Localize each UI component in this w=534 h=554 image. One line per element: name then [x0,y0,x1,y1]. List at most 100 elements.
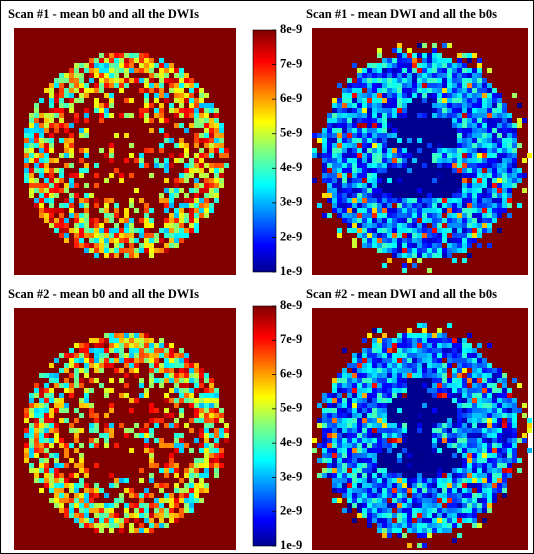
pixel [417,353,422,358]
pixel [119,243,124,248]
pixel [179,353,184,358]
pixel [362,133,367,138]
pixel [382,93,387,98]
pixel [124,128,129,133]
pixel [194,213,199,218]
pixel [64,373,69,378]
pixel [427,73,432,78]
pixel [457,163,462,168]
pixel [129,158,134,163]
pixel [109,428,114,433]
pixel [134,233,139,238]
pixel [99,453,104,458]
pixel [417,398,422,403]
pixel [412,373,417,378]
pixel [64,193,69,198]
pixel [64,188,69,193]
pixel [104,168,109,173]
pixel [372,138,377,143]
pixel [402,128,407,133]
pixel [154,243,159,248]
pixel [219,413,224,418]
pixel [422,183,427,188]
pixel [59,403,64,408]
pixel [44,418,49,423]
pixel [432,53,437,58]
pixel [139,338,144,343]
pixel [467,408,472,413]
pixel [109,248,114,253]
pixel [327,138,332,143]
pixel [159,98,164,103]
pixel [372,338,377,343]
pixel [387,198,392,203]
pixel [44,123,49,128]
pixel [119,448,124,453]
pixel [134,448,139,453]
pixel [452,343,457,348]
pixel [124,108,129,113]
pixel [352,408,357,413]
pixel [502,123,507,128]
pixel [507,143,512,148]
pixel [119,63,124,68]
pixel [89,353,94,358]
pixel [169,373,174,378]
pixel [512,168,517,173]
pixel [39,458,44,463]
pixel [352,153,357,158]
pixel [497,418,502,423]
pixel [174,513,179,518]
pixel [412,228,417,233]
pixel [69,228,74,233]
pixel [134,168,139,173]
pixel [467,133,472,138]
pixel [159,498,164,503]
pixel [144,223,149,228]
pixel [79,188,84,193]
pixel [342,148,347,153]
pixel [219,418,224,423]
pixel [69,498,74,503]
pixel [457,188,462,193]
pixel [49,363,54,368]
pixel [372,228,377,233]
pixel [34,153,39,158]
pixel [174,383,179,388]
pixel [372,233,377,238]
pixel [64,78,69,83]
pixel [149,358,154,363]
pixel [64,218,69,223]
pixel [84,163,89,168]
pixel [362,358,367,363]
pixel [129,208,134,213]
pixel [332,203,337,208]
pixel [189,118,194,123]
pixel [189,473,194,478]
pixel [164,343,169,348]
pixel [189,178,194,183]
pixel [149,398,154,403]
pixel [104,73,109,78]
pixel [472,443,477,448]
pixel [442,153,447,158]
pixel [477,188,482,193]
pixel [139,228,144,233]
pixel [412,448,417,453]
pixel [164,183,169,188]
pixel [452,203,457,208]
pixel [114,388,119,393]
pixel [412,203,417,208]
pixel [84,493,89,498]
pixel [482,223,487,228]
pixel [377,233,382,238]
pixel [452,408,457,413]
pixel [59,393,64,398]
pixel [357,68,362,73]
pixel [352,198,357,203]
pixel [89,63,94,68]
pixel [199,418,204,423]
pixel [104,428,109,433]
pixel [352,388,357,393]
pixel [124,453,129,458]
